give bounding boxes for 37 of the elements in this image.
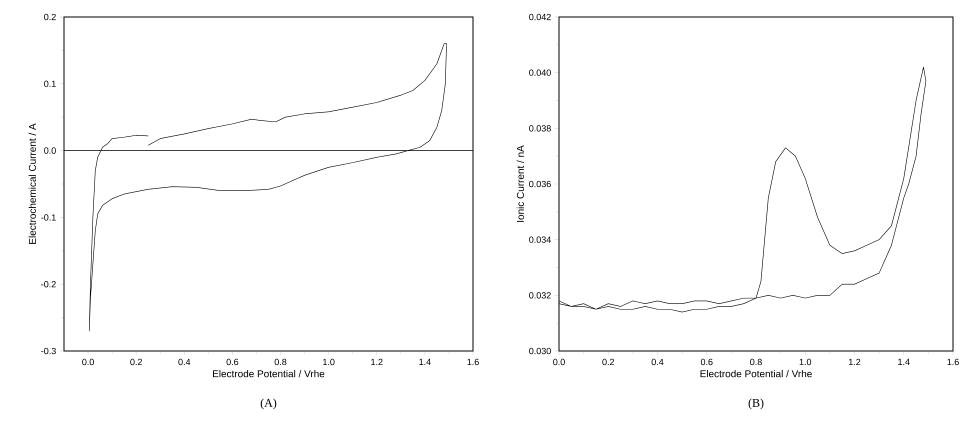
y-tick-label: 0.2 [44,14,56,20]
x-tick-label: 1.0 [323,358,335,366]
y-axis-title: Electrochemical Current / A [28,123,36,244]
y-tick-label: -0.3 [41,348,56,354]
y-tick-label: 0.038 [529,125,551,132]
y-tick-label: 0.030 [529,348,551,354]
x-tick-label: 0.0 [82,358,94,366]
y-tick-label: 0.034 [529,236,551,243]
y-tick-label: 0.0 [44,147,56,154]
x-axis-title: Electrode Potential / Vrhe [700,370,812,378]
x-tick-label: 0.4 [178,358,190,366]
x-tick-label: 1.6 [467,358,479,366]
x-tick-label: 0.0 [553,358,565,366]
x-tick-label: 1.2 [371,358,383,366]
text: (A) [260,398,276,410]
x-tick-label: 0.8 [274,358,286,366]
x-tick-label: 0.6 [226,358,238,366]
x-tick-label: 0.6 [700,358,713,366]
x-tick-label: 0.2 [130,358,142,366]
x-tick-label: 1.4 [419,358,431,365]
x-tick-label: 1.0 [800,358,812,366]
text: (B) [748,398,764,410]
x-tick-label: 0.2 [602,358,614,366]
y-tick-label: -0.2 [41,281,56,288]
y-tick-label: 0.042 [529,14,551,20]
x-tick-label: 1.4 [898,358,910,365]
x-tick-label: 0.8 [750,358,762,366]
y-axis-title: Ionic Current / nA [516,145,524,222]
y-tick-label: -0.1 [41,214,56,221]
x-axis-title: Electrode Potential / Vrhe [213,370,324,378]
x-tick-label: 0.4 [652,358,664,366]
y-tick-label: 0.1 [44,80,56,87]
y-tick-label: 0.040 [529,69,551,76]
x-tick-label: 1.2 [848,358,860,366]
x-tick-label: 1.6 [947,358,959,366]
y-tick-label: 0.032 [529,292,551,299]
y-tick-label: 0.036 [529,180,551,188]
